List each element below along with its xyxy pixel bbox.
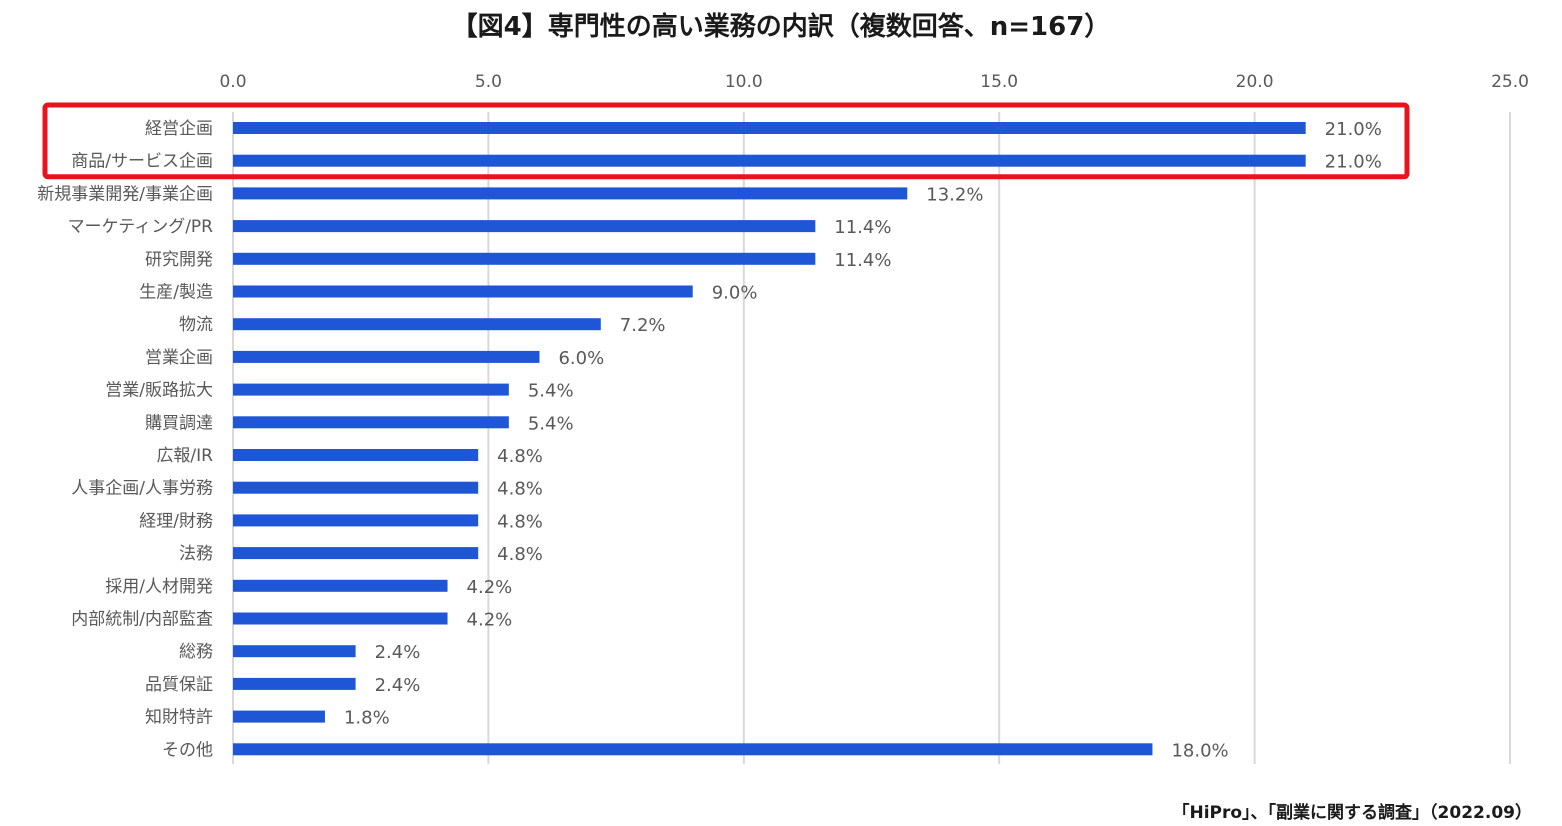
bar xyxy=(233,285,693,298)
data-label: 4.2% xyxy=(467,610,513,631)
data-label: 5.4% xyxy=(528,413,574,434)
data-label: 5.4% xyxy=(528,381,574,402)
x-tick-label: 0.0 xyxy=(219,72,246,92)
data-label: 4.8% xyxy=(497,544,543,565)
category-label: 生産/製造 xyxy=(139,283,213,303)
bar xyxy=(233,645,356,658)
category-label: マーケティング/PR xyxy=(68,217,214,237)
highlight-box xyxy=(42,102,1410,180)
x-tick-label: 5.0 xyxy=(475,72,502,92)
data-label: 21.0% xyxy=(1325,152,1382,173)
bar xyxy=(233,252,816,265)
category-label: 広報/IR xyxy=(156,446,213,466)
data-label: 13.2% xyxy=(926,184,983,205)
bar xyxy=(233,318,601,331)
data-label: 4.8% xyxy=(497,479,543,500)
bar xyxy=(233,383,509,396)
bar xyxy=(233,154,1306,167)
category-label: その他 xyxy=(162,740,213,760)
bar xyxy=(233,579,448,592)
category-label: 内部統制/内部監査 xyxy=(71,610,213,630)
x-tick-label: 15.0 xyxy=(980,72,1018,92)
bar xyxy=(233,449,479,461)
data-label: 11.4% xyxy=(834,217,891,238)
bar xyxy=(233,514,479,527)
data-label: 6.0% xyxy=(558,348,604,369)
category-label: 物流 xyxy=(179,315,213,335)
bar xyxy=(233,187,908,200)
category-label: 営業企画 xyxy=(145,348,213,368)
source-note: 「HiPro」、「副業に関する調査」（2022.09） xyxy=(1172,803,1532,823)
data-label: 1.8% xyxy=(344,708,390,729)
bar xyxy=(233,612,448,625)
data-label: 7.2% xyxy=(620,315,666,336)
bar xyxy=(233,743,1153,756)
category-label: 新規事業開発/事業企画 xyxy=(37,184,213,204)
data-label: 18.0% xyxy=(1171,740,1228,761)
data-label: 4.8% xyxy=(497,511,543,532)
category-label: 法務 xyxy=(179,544,213,564)
category-label: 購買調達 xyxy=(145,413,213,433)
category-label: 品質保証 xyxy=(145,675,213,695)
data-label: 11.4% xyxy=(834,250,891,271)
data-label: 2.4% xyxy=(375,642,421,663)
data-label: 4.2% xyxy=(467,577,513,598)
x-tick-label: 20.0 xyxy=(1236,72,1274,92)
data-label: 2.4% xyxy=(375,675,421,696)
bar xyxy=(233,481,479,494)
data-label: 9.0% xyxy=(712,283,758,304)
category-label: 経営企画 xyxy=(145,119,213,139)
data-label: 21.0% xyxy=(1325,119,1382,140)
category-label: 知財特許 xyxy=(145,708,213,728)
data-label: 4.8% xyxy=(497,446,543,467)
category-label: 研究開発 xyxy=(145,250,213,270)
category-label: 商品/サービス企画 xyxy=(71,152,213,172)
chart-title: 【図4】専門性の高い業務の内訳（複数回答、n=167） xyxy=(451,12,1111,42)
bar xyxy=(233,416,509,429)
x-tick-label: 10.0 xyxy=(725,72,763,92)
category-label: 経理/財務 xyxy=(139,511,213,531)
bar xyxy=(233,547,479,560)
x-tick-label: 25.0 xyxy=(1491,72,1529,92)
category-label: 採用/人材開発 xyxy=(105,577,213,597)
category-label: 人事企画/人事労務 xyxy=(71,479,213,499)
bar xyxy=(233,220,816,233)
bar xyxy=(233,677,356,690)
bar xyxy=(233,122,1306,134)
bar xyxy=(233,350,540,363)
category-label: 総務 xyxy=(179,642,213,662)
bar xyxy=(233,710,325,723)
category-label: 営業/販路拡大 xyxy=(105,381,213,401)
